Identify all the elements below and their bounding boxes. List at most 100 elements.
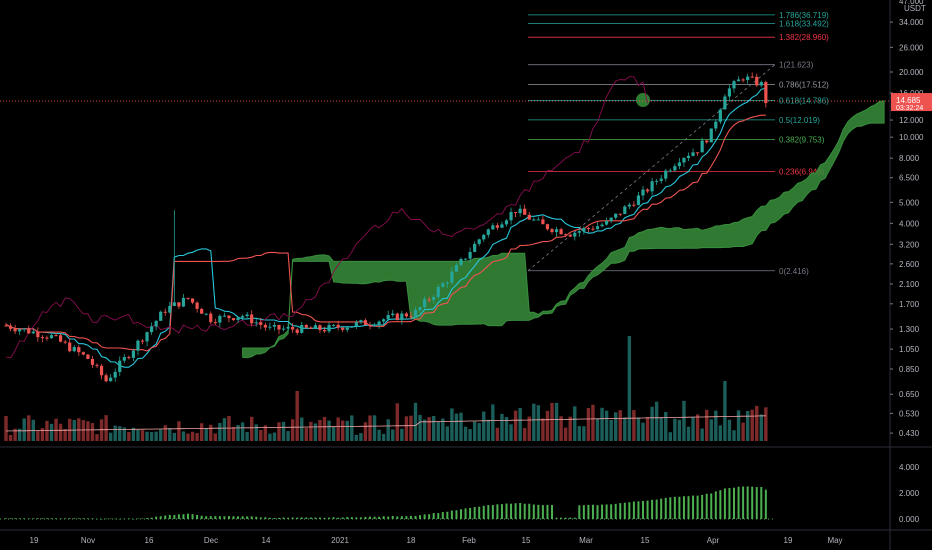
volume-bar — [17, 428, 22, 441]
candle-body — [650, 181, 654, 192]
candle-body — [272, 324, 277, 327]
volume-bar — [573, 406, 577, 441]
candle-body — [714, 121, 718, 129]
oscillator-bar — [437, 513, 440, 519]
candle-body — [645, 189, 650, 192]
oscillator-bar — [146, 517, 149, 519]
candle-body — [691, 152, 695, 156]
oscillator-bar — [232, 516, 235, 519]
volume-bar — [295, 391, 299, 441]
candle-body — [573, 232, 577, 237]
oscillator-bar — [264, 517, 267, 519]
volume-bar — [632, 410, 636, 441]
volume-bar — [368, 415, 372, 441]
volume-bar — [695, 414, 700, 441]
oscillator-bar — [227, 516, 230, 519]
volume-bar — [741, 422, 745, 441]
volume-bar — [545, 410, 550, 441]
volume-bar — [586, 407, 591, 441]
candle-body — [345, 327, 349, 330]
candle-body — [700, 140, 704, 153]
oscillator-bar — [132, 518, 135, 520]
volume-bar — [714, 410, 718, 441]
candle-body — [427, 299, 431, 301]
fibonacci-retracement[interactable]: 1.786(36.719)1.618(33.492) 1.382(28.960) 1… — [527, 11, 829, 276]
volume-bar — [532, 403, 536, 441]
price-tick-label: 10.000 — [899, 133, 924, 142]
oscillator-bar — [614, 503, 617, 519]
volume-bar — [309, 421, 313, 441]
candle-body — [68, 342, 72, 352]
oscillator-bar — [710, 493, 713, 519]
volume-bar — [636, 417, 641, 441]
candle-body — [281, 328, 286, 330]
volume-bar — [736, 410, 741, 441]
volume-bar — [154, 431, 158, 441]
price-tick-label: 0.650 — [899, 390, 920, 399]
volume-bar — [600, 407, 604, 441]
candle-body — [195, 302, 199, 309]
candle-body — [432, 296, 436, 300]
candle-body — [463, 258, 468, 260]
candle-body — [727, 88, 732, 97]
volume-bar — [677, 419, 682, 441]
candle-body — [504, 220, 509, 225]
candle-body — [291, 326, 295, 330]
volume-bar — [472, 421, 477, 441]
candle-body — [673, 166, 677, 171]
volume-bar — [432, 415, 436, 441]
candle-body — [131, 350, 135, 358]
candle-body — [259, 322, 263, 325]
volume-bar — [591, 404, 595, 441]
volume-bar — [400, 428, 404, 441]
volume-bar — [409, 415, 413, 441]
candle-body — [300, 324, 304, 333]
oscillator-bar — [45, 518, 48, 519]
oscillator-bar — [460, 509, 462, 519]
volume-bar — [705, 409, 709, 441]
volume-bar — [614, 412, 618, 441]
time-tick-label: 19 — [30, 536, 39, 545]
candle-body — [245, 314, 249, 317]
oscillator-bar — [350, 517, 353, 519]
candle-body — [450, 271, 454, 283]
candle-body — [586, 228, 590, 230]
oscillator-bar — [373, 516, 376, 519]
candle-body — [263, 324, 267, 328]
current-price-value: 14.685 — [896, 96, 921, 105]
oscillator-bar — [664, 497, 667, 519]
oscillator-bar — [551, 505, 553, 519]
candle-body — [31, 331, 35, 334]
candle-body — [445, 282, 449, 284]
candle-body — [250, 314, 254, 324]
price-tick-label: 5.000 — [899, 198, 920, 207]
candle-body — [514, 212, 518, 214]
candles[interactable] — [4, 72, 768, 383]
volume-bar — [491, 404, 495, 441]
candle-body — [122, 357, 126, 361]
volume-bar — [86, 421, 90, 441]
time-tick-label: 16 — [145, 536, 154, 545]
volume-bar — [113, 425, 117, 441]
oscillator-bar — [432, 513, 435, 519]
volume-bar — [686, 426, 691, 441]
oscillator-bar — [291, 517, 294, 519]
candle-body — [623, 206, 627, 214]
candle-body — [409, 316, 413, 318]
oscillator-bar — [646, 500, 649, 519]
time-axis[interactable]: 19 Nov 16 Dec 14 2021 18 Feb 15 Mar 15 Apr 19 May — [30, 536, 843, 545]
candle-body — [423, 299, 427, 308]
volume-bar — [477, 423, 481, 441]
candle-body — [127, 357, 131, 359]
candle-body — [222, 315, 226, 317]
oscillator-bar — [560, 517, 563, 519]
candle-body — [750, 76, 754, 78]
oscillator-bar — [587, 504, 590, 519]
candle-body — [527, 214, 531, 220]
oscillator-bar — [314, 517, 317, 519]
candle-body — [591, 228, 595, 230]
volume-bar — [322, 416, 327, 441]
oscillator-bar — [250, 516, 253, 519]
